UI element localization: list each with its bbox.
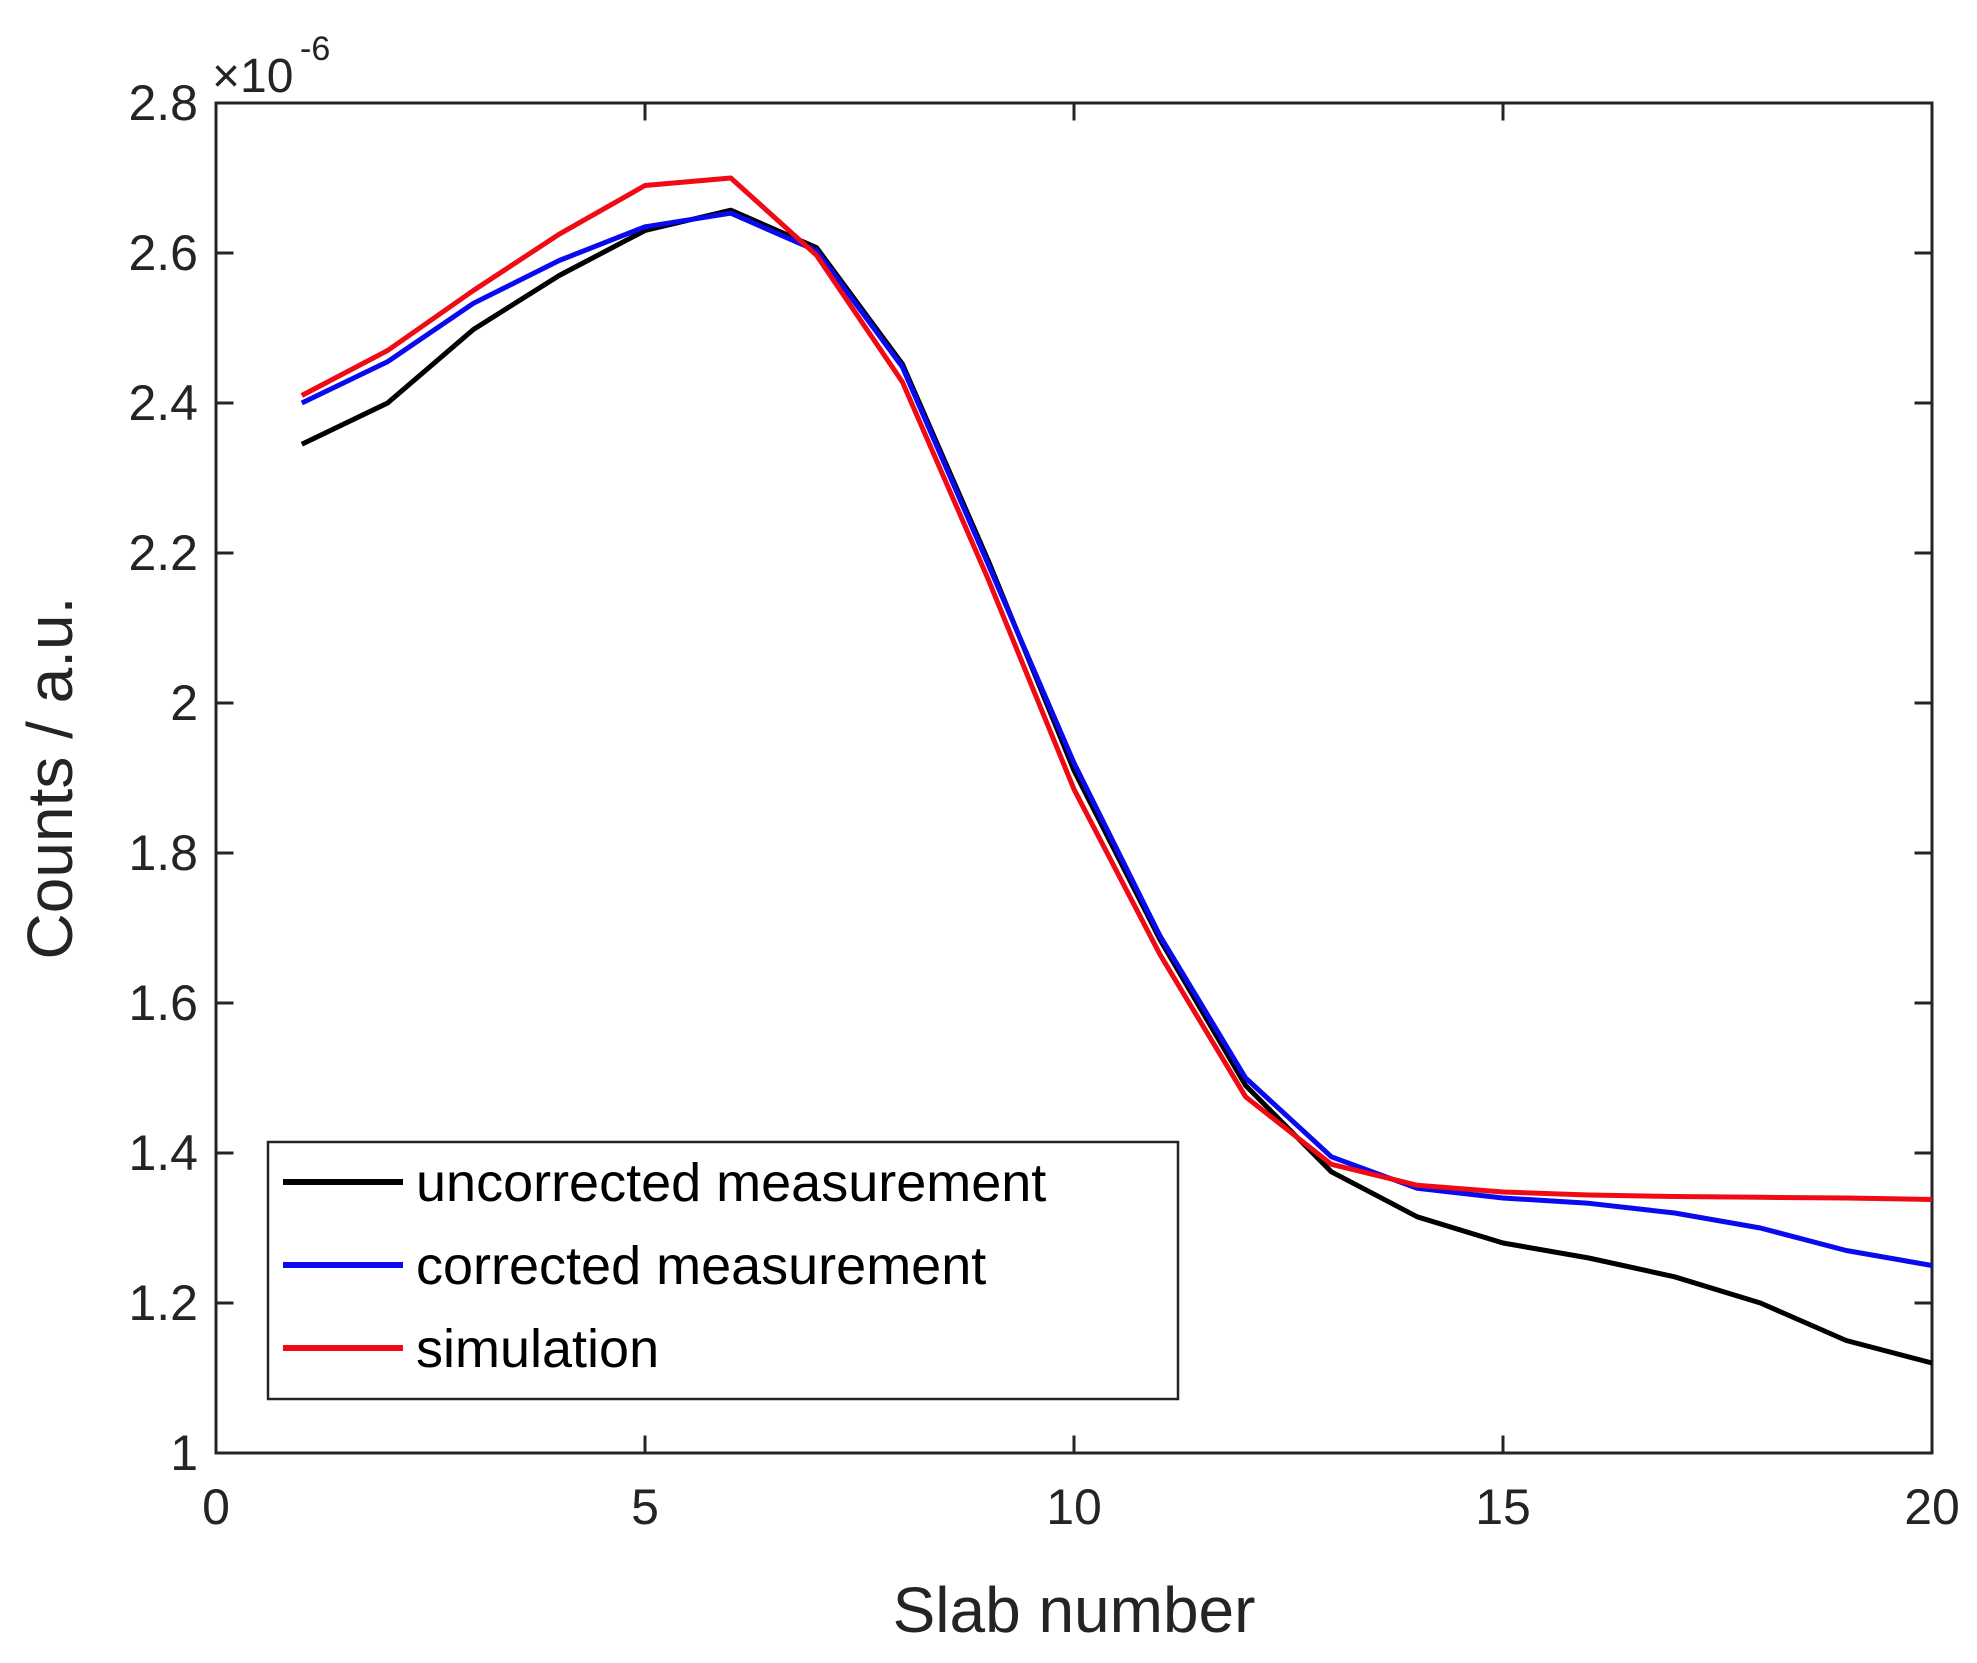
y-axis-multiplier: ×10 -6 [212,30,330,103]
legend: uncorrected measurement corrected measur… [266,1140,1180,1401]
y-tick-label: 2.2 [128,525,198,581]
series-group [300,175,1933,1366]
y-axis-label: Counts / a.u. [14,597,86,960]
y-axis-multiplier-exponent: -6 [300,30,330,68]
legend-label-uncorrected-measurement: uncorrected measurement [416,1153,1046,1213]
legend-label-corrected-measurement: corrected measurement [416,1236,986,1296]
y-tick-label: 1.6 [128,975,198,1031]
y-tick-label: 1.4 [128,1125,198,1181]
y-tick-label: 1.8 [128,825,198,881]
y-axis-multiplier-base: ×10 [212,50,293,103]
y-tick-label: 1.2 [128,1275,198,1331]
x-axis-tick-labels: 0 5 10 15 20 [202,1479,1960,1535]
series-line-corrected-measurement [300,210,1933,1268]
x-tick-label: 0 [202,1479,230,1535]
x-axis-label: Slab number [893,1574,1256,1646]
legend-box [266,1140,1180,1401]
y-tick-label: 2.8 [128,75,198,131]
series-line-simulation [300,175,1933,1202]
legend-label-simulation: simulation [416,1319,659,1379]
y-tick-label: 2 [170,675,198,731]
y-tick-label: 1 [170,1425,198,1481]
x-tick-label: 20 [1904,1479,1960,1535]
tick-marks [214,101,1934,1455]
x-tick-label: 5 [631,1479,659,1535]
plot-area-border [214,101,1934,1455]
y-tick-label: 2.4 [128,375,198,431]
y-tick-label: 2.6 [128,225,198,281]
x-tick-label: 15 [1475,1479,1531,1535]
y-axis-tick-labels: 1 1.2 1.4 1.6 1.8 2 2.2 2.4 2.6 2.8 [128,75,198,1481]
x-tick-label: 10 [1046,1479,1102,1535]
